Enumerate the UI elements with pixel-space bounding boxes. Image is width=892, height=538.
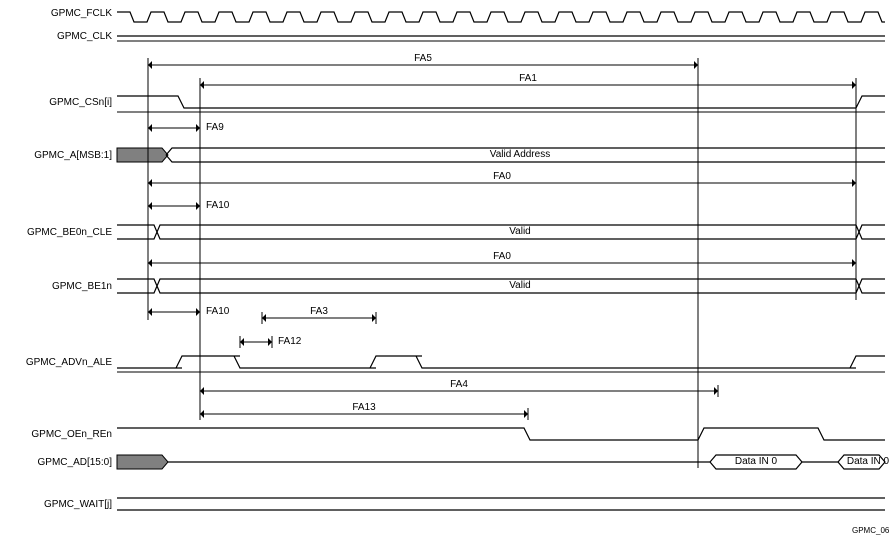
anno-FA0: FA0: [491, 171, 513, 182]
anno-FA0: FA0: [491, 251, 513, 262]
data-window-label: Data IN 0: [847, 456, 889, 467]
anno-FA5: FA5: [412, 53, 434, 64]
bus-label-4: Valid: [509, 280, 531, 291]
label-gpmcclk: GPMC_CLK: [0, 31, 112, 42]
label-gpmcoenren: GPMC_OEn_REn: [0, 429, 112, 440]
anno-FA3: FA3: [308, 306, 330, 317]
anno-FA4: FA4: [448, 379, 470, 390]
anno-FA12: FA12: [276, 336, 303, 347]
anno-FA1: FA1: [517, 73, 539, 84]
bus-label-2: Valid Address: [490, 149, 550, 160]
anno-FA9: FA9: [204, 122, 226, 133]
label-gpmcadvnale: GPMC_ADVn_ALE: [0, 357, 112, 368]
label-gpmcbe0ncle: GPMC_BE0n_CLE: [0, 227, 112, 238]
footer-id: GPMC_06: [852, 526, 889, 535]
anno-FA13: FA13: [350, 402, 377, 413]
label-gpmcwaitj: GPMC_WAIT[j]: [0, 499, 112, 510]
label-gpmcamsb1: GPMC_A[MSB:1]: [0, 150, 112, 161]
label-gpmcbe1n: GPMC_BE1n: [0, 281, 112, 292]
data-window-label: Data IN 0: [735, 456, 777, 467]
bus-label-3: Valid: [509, 226, 531, 237]
label-fclk: GPMC_FCLK: [0, 8, 112, 19]
anno-FA10: FA10: [204, 306, 231, 317]
label-gpmcad150: GPMC_AD[15:0]: [0, 457, 112, 468]
label-gpmccsni: GPMC_CSn[i]: [0, 97, 112, 108]
anno-FA10: FA10: [204, 200, 231, 211]
